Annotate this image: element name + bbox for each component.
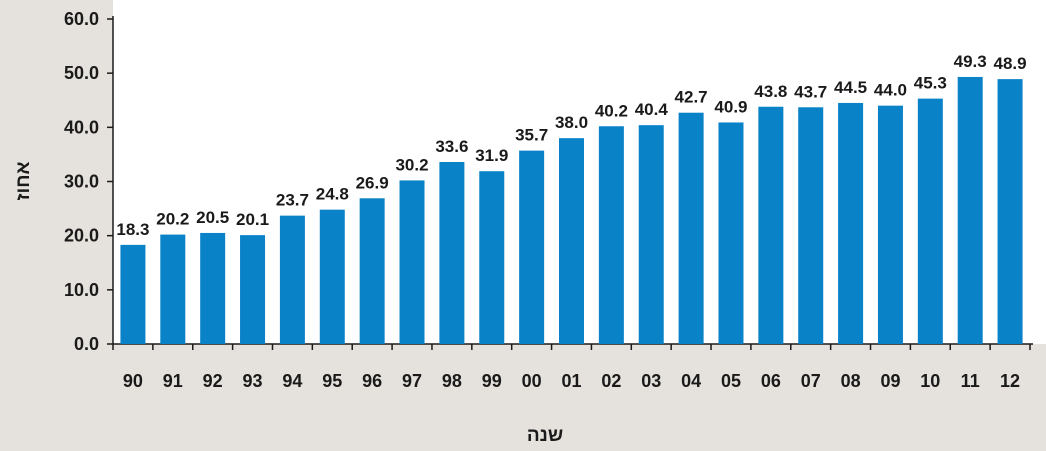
bar (678, 112, 704, 344)
bar (957, 76, 983, 344)
x-tick-label: 97 (402, 371, 422, 391)
bar-value-label: 38.0 (555, 113, 588, 132)
bar-value-label: 49.3 (954, 52, 987, 71)
bar-value-label: 23.7 (276, 191, 309, 210)
y-axis: 0.0 10.0 20.0 30.0 40.0 50.0 60.0 (64, 9, 114, 354)
bar-value-label: 40.4 (635, 100, 669, 119)
bar-value-label: 31.9 (475, 146, 508, 165)
y-tick-label: 50.0 (64, 63, 99, 83)
bar (439, 162, 465, 344)
x-tick-label: 11 (961, 371, 980, 391)
x-tick-label: 96 (362, 371, 382, 391)
x-tick-label: 00 (522, 371, 542, 391)
x-tick-label: 90 (123, 371, 143, 391)
bar-value-label: 20.5 (196, 208, 229, 227)
x-tick-label: 09 (880, 371, 900, 391)
bar-value-label: 42.7 (675, 88, 708, 107)
bar-value-label: 44.5 (834, 78, 867, 97)
y-tick-label: 30.0 (64, 172, 99, 192)
bar-value-label: 20.2 (156, 210, 189, 229)
bar-value-label: 26.9 (356, 173, 389, 192)
x-tick-label: 12 (1000, 371, 1020, 391)
bar-value-label: 18.3 (116, 220, 149, 239)
bar (200, 232, 226, 344)
bar (279, 215, 305, 344)
x-tick-label: 99 (482, 371, 502, 391)
x-tick-label: 05 (721, 371, 741, 391)
x-tick-label: 10 (920, 371, 940, 391)
bar (240, 235, 266, 344)
x-axis-title: שנה (527, 425, 563, 446)
bar (519, 150, 545, 344)
bar-value-label: 45.3 (914, 74, 947, 93)
bars (120, 76, 1023, 345)
bar (997, 79, 1023, 344)
bar-value-label: 20.1 (236, 210, 269, 229)
bar (120, 244, 146, 344)
bar-value-label: 30.2 (395, 155, 428, 174)
bar (838, 102, 864, 344)
bar-value-label: 43.7 (794, 82, 827, 101)
y-tick-label: 20.0 (64, 226, 99, 246)
x-tick-label: 02 (601, 371, 621, 391)
bar-value-label: 35.7 (515, 126, 548, 145)
bar-value-label: 43.8 (754, 82, 787, 101)
x-tick-label: 95 (322, 371, 342, 391)
bar (359, 198, 385, 344)
bar-value-label: 33.6 (435, 137, 468, 156)
y-tick-label: 60.0 (64, 9, 99, 29)
bar (798, 107, 824, 345)
x-tick-label: 92 (203, 371, 223, 391)
x-tick-label: 03 (641, 371, 661, 391)
bar (598, 126, 624, 344)
y-tick-label: 0.0 (74, 334, 99, 354)
x-tick-label: 01 (561, 371, 581, 391)
bar (319, 209, 345, 344)
x-tick-label: 98 (442, 371, 462, 391)
y-tick-label: 10.0 (64, 280, 99, 300)
x-tick-label: 93 (243, 371, 263, 391)
value-labels: 18.3 20.2 20.5 20.1 23.7 24.8 26.9 30.2 33.6 31.9… (116, 52, 1026, 239)
bar-value-label: 44.0 (874, 81, 907, 100)
bar-value-label: 24.8 (316, 185, 349, 204)
bar (479, 171, 505, 344)
x-tick-label: 08 (841, 371, 861, 391)
bar (160, 234, 186, 344)
y-tick-label: 40.0 (64, 117, 99, 137)
bar (638, 125, 664, 345)
bar (917, 98, 943, 344)
x-tick-label: 07 (801, 371, 821, 391)
bar (877, 105, 903, 345)
x-tick-label: 06 (761, 371, 781, 391)
x-tick-label: 94 (282, 371, 302, 391)
bar-value-label: 48.9 (994, 54, 1027, 73)
bar (758, 106, 784, 344)
bar (399, 180, 425, 344)
bar (718, 122, 744, 344)
y-axis-title: אחוז (13, 161, 34, 200)
x-axis: 90 91 92 93 94 95 96 97 98 99 00 01 02 03 04 05 06 07 08 09… (112, 343, 1033, 391)
x-tick-label: 04 (681, 371, 701, 391)
x-tick-label: 91 (163, 371, 183, 391)
bar-value-label: 40.2 (595, 101, 628, 120)
bar-value-label: 40.9 (714, 97, 747, 116)
bar (559, 138, 584, 344)
